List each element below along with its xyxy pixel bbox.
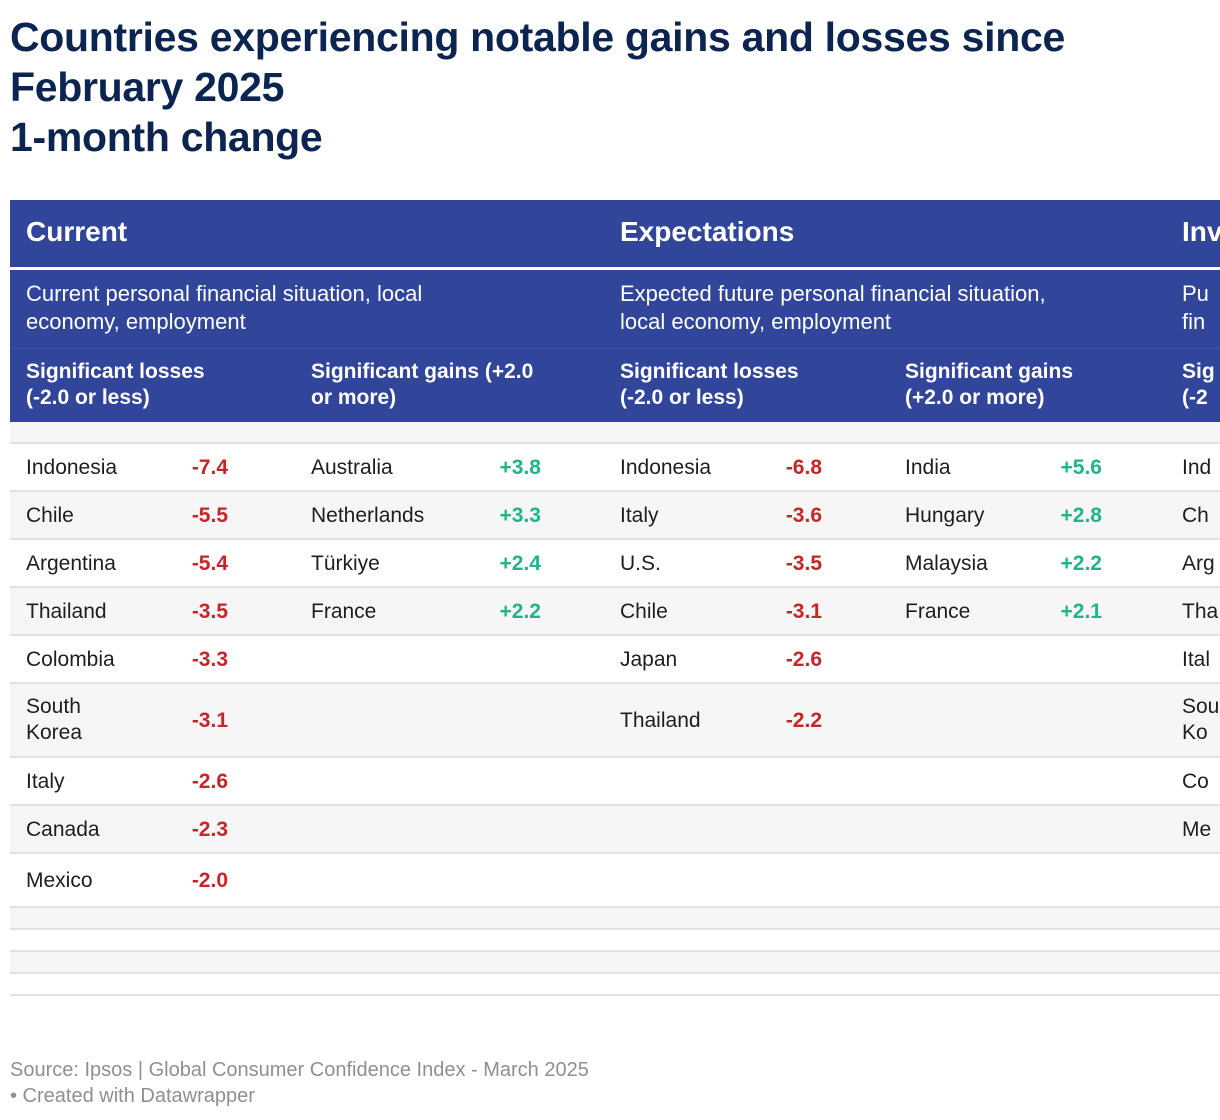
group-desc-expectations: Expected future personal financial situa… (620, 281, 1046, 334)
country-name-partial: Ind (1182, 456, 1212, 479)
group-title-partial: Inv (1182, 216, 1220, 247)
country-name: Netherlands (311, 504, 425, 527)
country-name: Australia (311, 456, 393, 479)
table-row (10, 908, 1220, 930)
page-title: Countries experiencing notable gains and… (10, 12, 1190, 162)
change-value: +2.1 (1060, 600, 1102, 623)
footer: Source: Ipsos | Global Consumer Confiden… (10, 1057, 589, 1109)
table-row: Colombia -3.3 Japan -2.6 Ital (10, 636, 1220, 684)
table-row: Canada -2.3 Me (10, 806, 1220, 854)
country-name: Türkiye (311, 552, 380, 575)
country-name: Italy (26, 770, 65, 793)
change-value: -6.8 (785, 456, 822, 479)
table-row: Chile -5.5 Netherlands +3.3 Italy -3.6 Hungary… (10, 492, 1220, 540)
country-name: Japan (620, 648, 678, 671)
change-value: +2.4 (499, 552, 541, 575)
table-row: Indonesia -7.4 Australia +3.8 Indonesia -6.8 I… (10, 444, 1220, 492)
group-title-current: Current (26, 216, 128, 247)
country-name: India (905, 456, 951, 479)
table-row (10, 952, 1220, 974)
change-value: -3.5 (785, 552, 822, 575)
change-value: -3.1 (785, 600, 822, 623)
change-value: -3.1 (191, 709, 228, 732)
change-value: -2.2 (785, 709, 822, 732)
country-name: France (311, 600, 377, 623)
col-header-current-gains: Significant gains (+2.0 or more) (311, 360, 534, 409)
country-name: U.S. (620, 552, 661, 575)
country-name-partial: Ch (1182, 504, 1209, 527)
country-name-partial: Arg (1182, 552, 1215, 575)
table-row: Argentina -5.4 Türkiye +2.4 U.S. -3.5 Malaysia… (10, 540, 1220, 588)
title-line-1: Countries experiencing notable gains and… (10, 14, 1065, 60)
country-name-partial: Ital (1182, 648, 1211, 671)
change-value: +3.3 (499, 504, 541, 527)
title-line-3: 1-month change (10, 114, 323, 160)
header-divider-thin (10, 348, 1220, 349)
country-name-partial: Me (1182, 818, 1212, 841)
country-name-partial: Co (1182, 770, 1209, 793)
data-table: Current Expectations Inv Current persona… (10, 200, 1220, 1000)
change-value: -2.6 (785, 648, 822, 671)
country-name: South Korea (26, 695, 83, 744)
credit-note: • Created with Datawrapper (10, 1085, 255, 1107)
table-row (10, 422, 1220, 444)
group-desc-current: Current personal financial situation, lo… (26, 281, 423, 334)
change-value: +5.6 (1060, 456, 1102, 479)
change-value: -5.5 (191, 504, 228, 527)
country-name: Chile (26, 504, 74, 527)
col-header-partial: Sig (-2 (1182, 360, 1215, 409)
country-name: Canada (26, 818, 100, 841)
table-header (10, 200, 1220, 422)
country-name: Mexico (26, 869, 93, 892)
country-name: Italy (620, 504, 659, 527)
country-name: Indonesia (26, 456, 118, 479)
table-row: Mexico -2.0 (10, 854, 1220, 908)
country-name: Colombia (26, 648, 115, 671)
country-name: Argentina (26, 552, 116, 575)
col-header-current-losses: Significant losses (-2.0 or less) (26, 360, 205, 409)
table-row (10, 974, 1220, 996)
change-value: +2.2 (499, 600, 541, 623)
source-note: Source: Ipsos | Global Consumer Confiden… (10, 1059, 589, 1081)
change-value: -5.4 (191, 552, 228, 575)
col-header-expectations-gains: Significant gains (+2.0 or more) (905, 360, 1074, 409)
change-value: +2.2 (1060, 552, 1102, 575)
country-name: Thailand (620, 709, 701, 732)
change-value: +2.8 (1060, 504, 1102, 527)
change-value: -3.3 (191, 648, 228, 671)
country-name-partial: Tha (1182, 600, 1219, 623)
country-name: Chile (620, 600, 668, 623)
change-value: -7.4 (191, 456, 228, 479)
title-line-2: February 2025 (10, 64, 285, 110)
country-name: Hungary (905, 504, 985, 527)
change-value: -3.5 (191, 600, 228, 623)
country-name: Indonesia (620, 456, 712, 479)
change-value: -2.0 (191, 869, 228, 892)
group-desc-partial: Pu fin (1182, 281, 1209, 334)
country-name: Thailand (26, 600, 107, 623)
col-header-expectations-losses: Significant losses (-2.0 or less) (620, 360, 799, 409)
table-row (10, 930, 1220, 952)
table-row: Thailand -3.5 France +2.2 Chile -3.1 France +2.… (10, 588, 1220, 636)
group-title-expectations: Expectations (620, 216, 795, 247)
change-value: +3.8 (499, 456, 541, 479)
country-name: Malaysia (905, 552, 988, 575)
header-divider (10, 267, 1220, 270)
country-name-partial: Sou Ko (1182, 695, 1220, 744)
change-value: -3.6 (785, 504, 822, 527)
change-value: -2.6 (191, 770, 228, 793)
country-name: France (905, 600, 971, 623)
table-row: South Korea -3.1 Thailand -2.2 Sou Ko (10, 684, 1220, 758)
table-row: Italy -2.6 Co (10, 758, 1220, 806)
change-value: -2.3 (191, 818, 228, 841)
